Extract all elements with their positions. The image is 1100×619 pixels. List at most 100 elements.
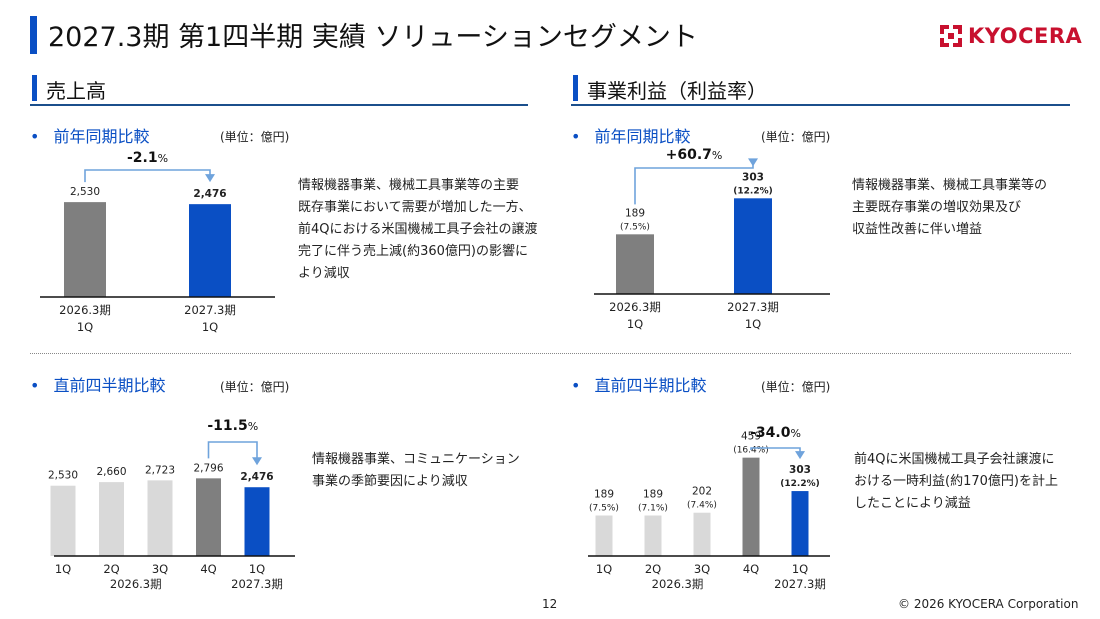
bar [189, 204, 231, 297]
kyocera-logo: KYOCERA [940, 22, 1082, 50]
sales-qoq-note: 情報機器事業、コミュニケーション 事業の季節要因により減収 [312, 449, 552, 493]
data-label: 303 [789, 464, 811, 476]
profit-section-title: 事業利益（利益率） [587, 79, 767, 103]
profit-qoq-subtitle-text: 直前四半期比較 [594, 376, 707, 395]
data-label: 459 [741, 431, 761, 443]
sales-yoy-subtitle: • 前年同期比較 [30, 123, 149, 147]
sales-yoy-subtitle-text: 前年同期比較 [53, 127, 150, 146]
sales-yoy-unit: (単位：億円) [220, 130, 290, 144]
page-number: 12 [542, 597, 558, 611]
bullet-icon: • [571, 127, 581, 146]
change-connector [634, 161, 754, 205]
title-accent-bar [30, 16, 37, 54]
bar [644, 515, 662, 556]
data-sub-label: (7.5%) [589, 504, 619, 514]
bar [791, 491, 809, 556]
profit-qoq-unit: (単位：億円) [761, 380, 831, 394]
bullet-icon: • [30, 376, 40, 395]
note-line: 情報機器事業、コミュニケーション [312, 452, 520, 467]
sales-section-bar [32, 75, 37, 101]
note-line: 事業の季節要因により減収 [312, 474, 468, 489]
change-label: -34.0% [750, 425, 801, 441]
copyright: © 2026 KYOCERA Corporation [898, 597, 1079, 611]
data-label: 2,530 [70, 186, 100, 198]
sales-qoq-unit: (単位：億円) [220, 380, 290, 394]
tick-label: 2Q [645, 562, 661, 576]
group-label: 2026.3期 [110, 577, 162, 591]
data-sub-label: (16.4%) [733, 446, 769, 456]
bar [64, 202, 106, 297]
sales-qoq-chart: 2,530 2,660 2,723 2,796 2,476 1Q 2Q 3Q 4Q 1Q 2026.… [48, 418, 295, 591]
note-line: 前4Qに米国機械工具子会社譲渡に [854, 452, 1055, 467]
page-title: 2027.3期 第1四半期 実績 ソリューションセグメント [48, 22, 698, 53]
tick-label: 3Q [152, 562, 168, 576]
tick-label: 2027.3期 [727, 300, 779, 314]
kyocera-logo-mark-icon [940, 25, 962, 47]
data-label: 303 [742, 171, 764, 183]
tick-label: 1Q [202, 320, 218, 334]
data-sub-label: (7.4%) [687, 501, 717, 511]
bullet-icon: • [571, 376, 581, 395]
note-line: 既存事業において需要が増加した一方、 [298, 200, 532, 215]
tick-label: 1Q [596, 562, 612, 576]
note-line: 情報機器事業、機械工具事業等の主要 [298, 178, 520, 193]
bar [196, 478, 221, 556]
tick-label: 4Q [200, 562, 216, 576]
sales-yoy-chart: 2,530 2,476 2026.3期 1Q 2027.3期 1Q -2.1% [40, 150, 275, 334]
change-connector [207, 441, 258, 461]
sales-yoy-note: 情報機器事業、機械工具事業等の主要 既存事業において需要が増加した一方、 前4Q… [298, 175, 558, 285]
data-label: 189 [594, 489, 614, 501]
profit-yoy-unit: (単位：億円) [761, 130, 831, 144]
note-line: したことにより減益 [854, 496, 971, 511]
sales-qoq-subtitle-text: 直前四半期比較 [53, 376, 166, 395]
group-label: 2026.3期 [652, 577, 704, 591]
tick-label: 1Q [77, 320, 93, 334]
note-line: より減収 [298, 266, 350, 281]
change-arrowhead [795, 451, 805, 460]
data-label: 2,796 [193, 462, 223, 474]
data-label: 2,476 [193, 188, 226, 200]
data-sub-label: (12.2%) [780, 479, 819, 489]
change-arrowhead [205, 174, 215, 183]
note-line: 前4Qにおける米国機械工具子会社の譲渡 [298, 222, 538, 237]
note-line: 情報機器事業、機械工具事業等の [852, 178, 1048, 193]
note-line: 収益性改善に伴い増益 [852, 222, 983, 237]
change-label: +60.7% [666, 147, 723, 163]
tick-label: 2026.3期 [609, 300, 661, 314]
group-label: 2027.3期 [774, 577, 826, 591]
bar [595, 515, 613, 556]
tick-label: 1Q [627, 317, 643, 331]
data-label: 2,476 [240, 471, 273, 483]
change-label: -2.1% [127, 150, 168, 166]
logo-text: KYOCERA [968, 24, 1083, 48]
change-connector [84, 169, 211, 183]
profit-section-bar [573, 75, 578, 101]
data-label: 189 [625, 207, 645, 219]
note-line: 主要既存事業の増収効果及び [852, 200, 1022, 215]
profit-yoy-chart: 189 (7.5%) 303 (12.2%) 2026.3期 1Q 2027.3期 1Q +60… [594, 147, 830, 331]
profit-qoq-subtitle: • 直前四半期比較 [571, 372, 706, 396]
sales-section-title: 売上高 [46, 79, 106, 103]
bar [734, 198, 772, 294]
bar [616, 234, 654, 294]
change-connector [750, 447, 801, 455]
data-label: 202 [692, 486, 712, 498]
sales-section-underline [30, 104, 528, 106]
bar [244, 487, 270, 556]
bar [693, 512, 711, 556]
bar [147, 480, 173, 556]
bar [99, 482, 124, 556]
section-divider [30, 353, 1071, 354]
data-label: 2,660 [96, 466, 126, 478]
tick-label: 1Q [249, 562, 265, 576]
data-label: 2,530 [48, 470, 78, 482]
profit-qoq-note: 前4Qに米国機械工具子会社譲渡に おける一時利益(約170億円)を計上 したこと… [854, 449, 1084, 515]
change-label: -11.5% [207, 418, 258, 434]
tick-label: 1Q [792, 562, 808, 576]
profit-qoq-chart: 189 (7.5%) 189 (7.1%) 202 (7.4%) 459 (16.4%) 303… [588, 425, 830, 591]
tick-label: 1Q [745, 317, 761, 331]
tick-label: 1Q [55, 562, 71, 576]
change-arrowhead [748, 158, 758, 167]
profit-yoy-subtitle: • 前年同期比較 [571, 123, 690, 147]
data-sub-label: (12.2%) [733, 186, 772, 196]
